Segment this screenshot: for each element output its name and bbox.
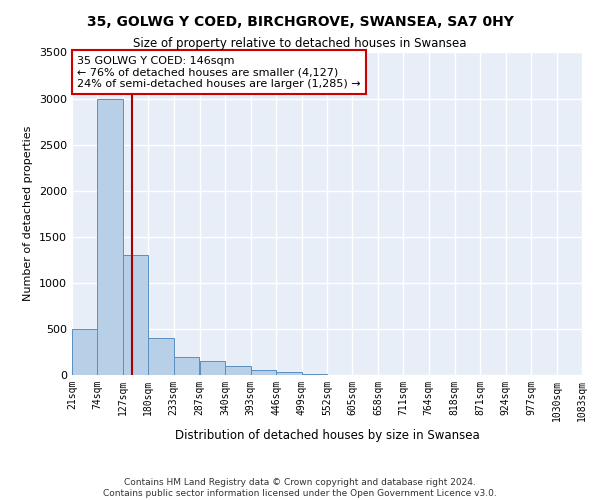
Bar xyxy=(225,366,251,375)
Bar xyxy=(148,338,174,375)
Text: 35 GOLWG Y COED: 146sqm
← 76% of detached houses are smaller (4,127)
24% of semi: 35 GOLWG Y COED: 146sqm ← 76% of detache… xyxy=(77,56,361,89)
X-axis label: Distribution of detached houses by size in Swansea: Distribution of detached houses by size … xyxy=(175,430,479,442)
Bar xyxy=(276,372,302,375)
Bar xyxy=(97,98,123,375)
Bar xyxy=(123,255,148,375)
Bar xyxy=(251,370,276,375)
Bar xyxy=(200,361,225,375)
Bar xyxy=(174,356,199,375)
Bar xyxy=(302,374,327,375)
Text: 35, GOLWG Y COED, BIRCHGROVE, SWANSEA, SA7 0HY: 35, GOLWG Y COED, BIRCHGROVE, SWANSEA, S… xyxy=(86,15,514,29)
Bar xyxy=(72,329,97,375)
Text: Contains HM Land Registry data © Crown copyright and database right 2024.
Contai: Contains HM Land Registry data © Crown c… xyxy=(103,478,497,498)
Y-axis label: Number of detached properties: Number of detached properties xyxy=(23,126,34,302)
Text: Size of property relative to detached houses in Swansea: Size of property relative to detached ho… xyxy=(133,38,467,51)
